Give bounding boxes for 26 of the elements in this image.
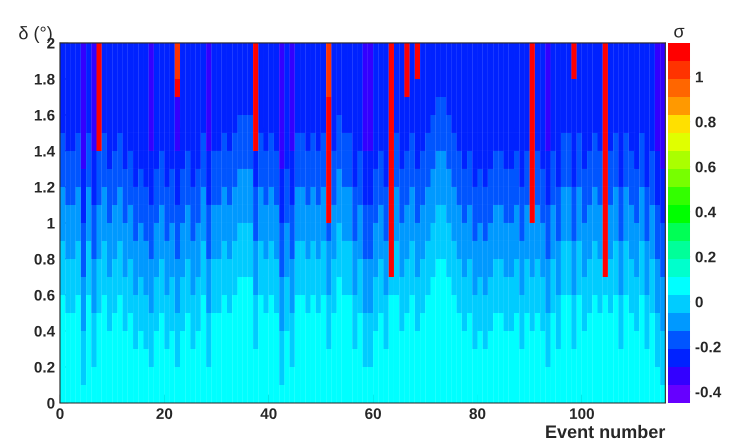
x-tick-label: 100 [570,408,594,420]
x-tick-label: 20 [156,408,172,420]
y-tick-label: 1 [48,218,55,229]
color-bar-label: 0.2 [696,252,716,262]
y-tick-label: 1.6 [34,110,55,121]
y-tick-label: 1.8 [34,74,55,85]
x-tick-label: 40 [260,408,277,420]
color-bar-label: -0.4 [696,386,722,398]
y-tick-label: 0.2 [34,362,55,373]
x-axis-title: Event number [546,424,666,438]
y-tick-label: 0.6 [34,290,55,301]
y-tick-label: 0.8 [34,254,55,265]
y-tick-label: 1.4 [34,146,56,157]
color-bar-label: -0.2 [696,342,721,352]
color-bar-label: 1 [696,72,704,82]
x-tick-label: 60 [365,408,381,420]
color-bar-label: 0.8 [696,116,716,128]
color-bar-label: 0.4 [696,206,716,218]
y-tick-label: 0.4 [34,326,56,337]
x-tick-label: 80 [469,408,486,420]
color-bar-label: 0 [696,296,703,308]
color-bar-title: σ [674,28,684,38]
y-tick-label: 0 [47,398,54,409]
y-tick-label: 1.2 [34,182,55,193]
color-bar-label: 0.6 [696,162,716,172]
x-tick-label: 0 [56,408,64,420]
